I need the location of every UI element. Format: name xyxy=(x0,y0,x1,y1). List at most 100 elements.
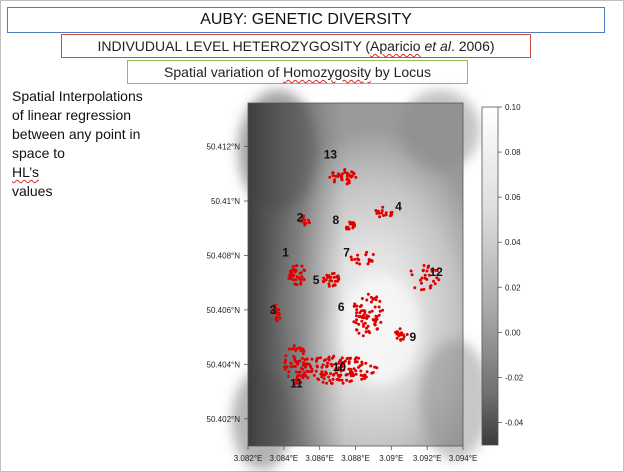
sample-point xyxy=(305,369,309,373)
colorbar-tick-label: 0.08 xyxy=(505,148,521,157)
sample-point xyxy=(327,375,331,379)
sample-point xyxy=(373,305,377,309)
sample-point xyxy=(294,348,298,352)
sample-point xyxy=(291,265,295,268)
sample-point xyxy=(338,375,341,379)
sample-point xyxy=(299,271,303,275)
sample-point xyxy=(330,272,334,276)
sample-point xyxy=(368,310,372,314)
heatmap-area xyxy=(232,90,490,470)
sample-point xyxy=(374,298,378,302)
sample-point xyxy=(370,309,374,313)
sample-point xyxy=(300,275,304,279)
colorbar-tick-label: -0.02 xyxy=(505,373,524,382)
description-line: Spatial Interpolations xyxy=(12,88,143,104)
sample-point xyxy=(293,282,297,286)
sample-point xyxy=(283,361,287,365)
sample-point xyxy=(430,269,434,273)
sample-point xyxy=(389,211,393,215)
sample-point xyxy=(360,297,364,300)
sample-point xyxy=(275,316,279,319)
sample-point xyxy=(327,358,331,362)
y-tick-label: 50.41°N xyxy=(211,197,240,206)
sample-point xyxy=(329,275,333,279)
subtitle2-pre: Spatial variation of xyxy=(164,64,284,80)
sample-point xyxy=(398,332,402,336)
subtitle1-pre: INDIVUDUAL LEVEL HETEROZYGOSITY ( xyxy=(97,38,370,54)
sample-point xyxy=(364,361,368,365)
sample-point xyxy=(371,298,375,301)
sample-point xyxy=(300,264,304,268)
sample-point xyxy=(297,276,301,280)
sample-point xyxy=(376,209,380,213)
sample-point xyxy=(347,227,351,231)
description-line: space to HL’s values xyxy=(12,145,65,199)
sample-point xyxy=(375,295,379,299)
sample-point xyxy=(377,313,381,317)
description-line: between any point in xyxy=(12,126,141,142)
x-tick-label: 3.088°E xyxy=(341,454,370,463)
sample-point xyxy=(325,364,328,368)
sample-point xyxy=(296,347,300,350)
sample-point xyxy=(340,378,344,382)
sample-point xyxy=(342,368,346,372)
sample-point xyxy=(310,357,314,361)
sample-point xyxy=(334,367,338,371)
x-tick-label: 3.094°E xyxy=(449,454,478,463)
sample-point xyxy=(377,305,381,309)
sample-point xyxy=(321,380,325,384)
colorbar-tick-label: 0.04 xyxy=(505,238,521,247)
sample-point xyxy=(329,372,333,376)
sample-point xyxy=(303,358,307,362)
sample-point xyxy=(278,316,282,320)
sample-point xyxy=(367,314,370,318)
sample-point xyxy=(425,277,429,281)
sample-point xyxy=(307,362,311,366)
sample-point xyxy=(287,370,291,374)
sample-point xyxy=(365,298,369,302)
sample-point xyxy=(302,278,306,282)
sample-point xyxy=(294,278,298,282)
sample-point xyxy=(350,374,353,378)
sample-point xyxy=(304,374,308,378)
cluster-label: 6 xyxy=(338,300,345,314)
subtitle2-word: Homozygosity xyxy=(283,64,372,80)
sample-point xyxy=(356,253,360,257)
description-line: of linear regression xyxy=(12,107,132,123)
sample-point xyxy=(289,361,293,365)
cluster-label: 4 xyxy=(395,199,402,213)
sample-point xyxy=(350,379,353,383)
sample-point xyxy=(300,216,304,220)
sample-point xyxy=(358,262,362,266)
sample-point xyxy=(420,276,424,280)
sample-point xyxy=(345,177,349,181)
sample-point xyxy=(290,268,294,272)
sample-point xyxy=(434,268,437,272)
sample-point xyxy=(363,321,367,325)
sample-point xyxy=(337,378,341,382)
sample-point xyxy=(284,358,288,362)
sample-point xyxy=(331,171,335,175)
sample-point xyxy=(371,371,375,374)
sample-point xyxy=(433,282,437,286)
sample-point xyxy=(294,370,298,374)
sample-point xyxy=(421,269,425,273)
sample-point xyxy=(275,307,279,311)
sample-point xyxy=(325,381,329,385)
sample-point xyxy=(355,304,359,308)
sample-point xyxy=(355,318,359,322)
sample-point xyxy=(299,374,303,378)
sample-point xyxy=(426,266,430,269)
sample-point xyxy=(353,357,357,361)
sample-point xyxy=(361,324,365,328)
sample-point xyxy=(289,365,293,369)
sample-point xyxy=(348,174,352,178)
sample-point xyxy=(409,269,413,273)
sample-point xyxy=(345,357,349,361)
sample-point xyxy=(343,359,347,363)
sample-point xyxy=(331,377,335,381)
sample-point xyxy=(294,378,298,382)
sample-point xyxy=(330,279,334,283)
sample-point xyxy=(298,346,302,350)
sample-point xyxy=(322,276,326,280)
